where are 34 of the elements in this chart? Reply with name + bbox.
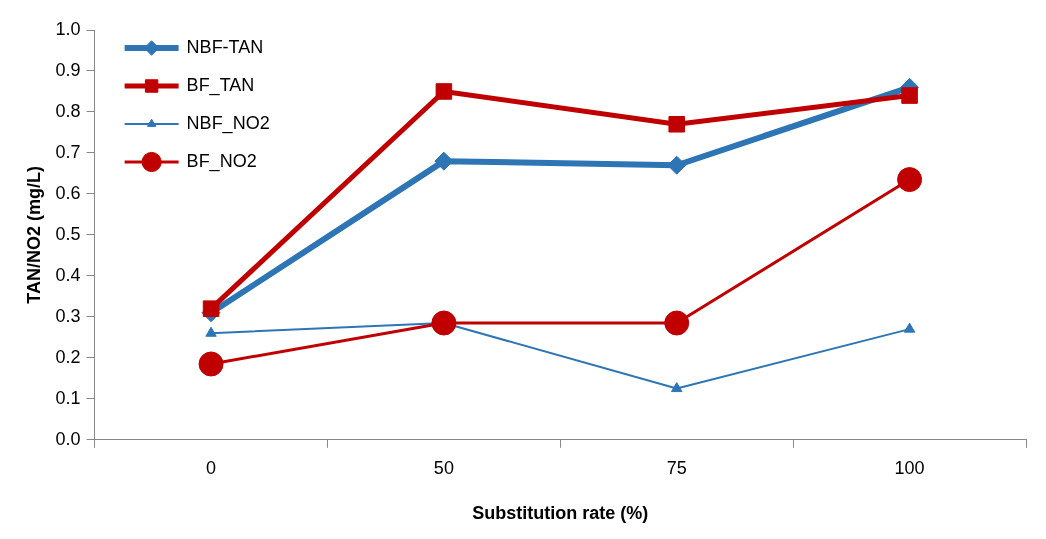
point [664,310,690,336]
point [667,155,687,175]
y-tick-label: 0.9 [55,59,81,80]
point [671,382,683,393]
legend-label: BF_NO2 [186,150,257,172]
legend-label: BF_TAN [186,74,255,96]
point [435,83,453,100]
y-tick-label: 1.0 [55,18,81,39]
x-tick-label: 75 [666,457,687,478]
x-tick-label: 0 [206,457,217,478]
x-tick-label: 50 [433,457,454,478]
y-tick-label: 0.4 [55,264,81,285]
point [897,167,923,193]
y-tick-label: 0.0 [55,428,81,449]
y-tick-label: 0.8 [55,100,81,121]
y-axis-title: TAN/NO2 (mg/L) [23,166,44,304]
x-axis-title: Substitution rate (%) [472,503,649,524]
x-tick-label: 100 [894,457,925,478]
legend-label: NBF_NO2 [186,112,270,134]
point [202,300,220,317]
y-tick-label: 0.2 [55,346,81,367]
point [903,322,916,333]
legend-label: NBF-TAN [186,36,264,57]
point [431,310,457,336]
y-tick-label: 0.3 [55,305,81,326]
point [901,87,918,104]
y-tick-label: 0.6 [55,182,81,203]
point [205,326,217,337]
y-tick-label: 0.5 [55,223,81,244]
point [668,115,686,133]
point [198,351,224,377]
point [434,151,454,171]
y-tick-label: 0.1 [55,387,81,408]
y-tick-label: 0.7 [55,141,81,162]
